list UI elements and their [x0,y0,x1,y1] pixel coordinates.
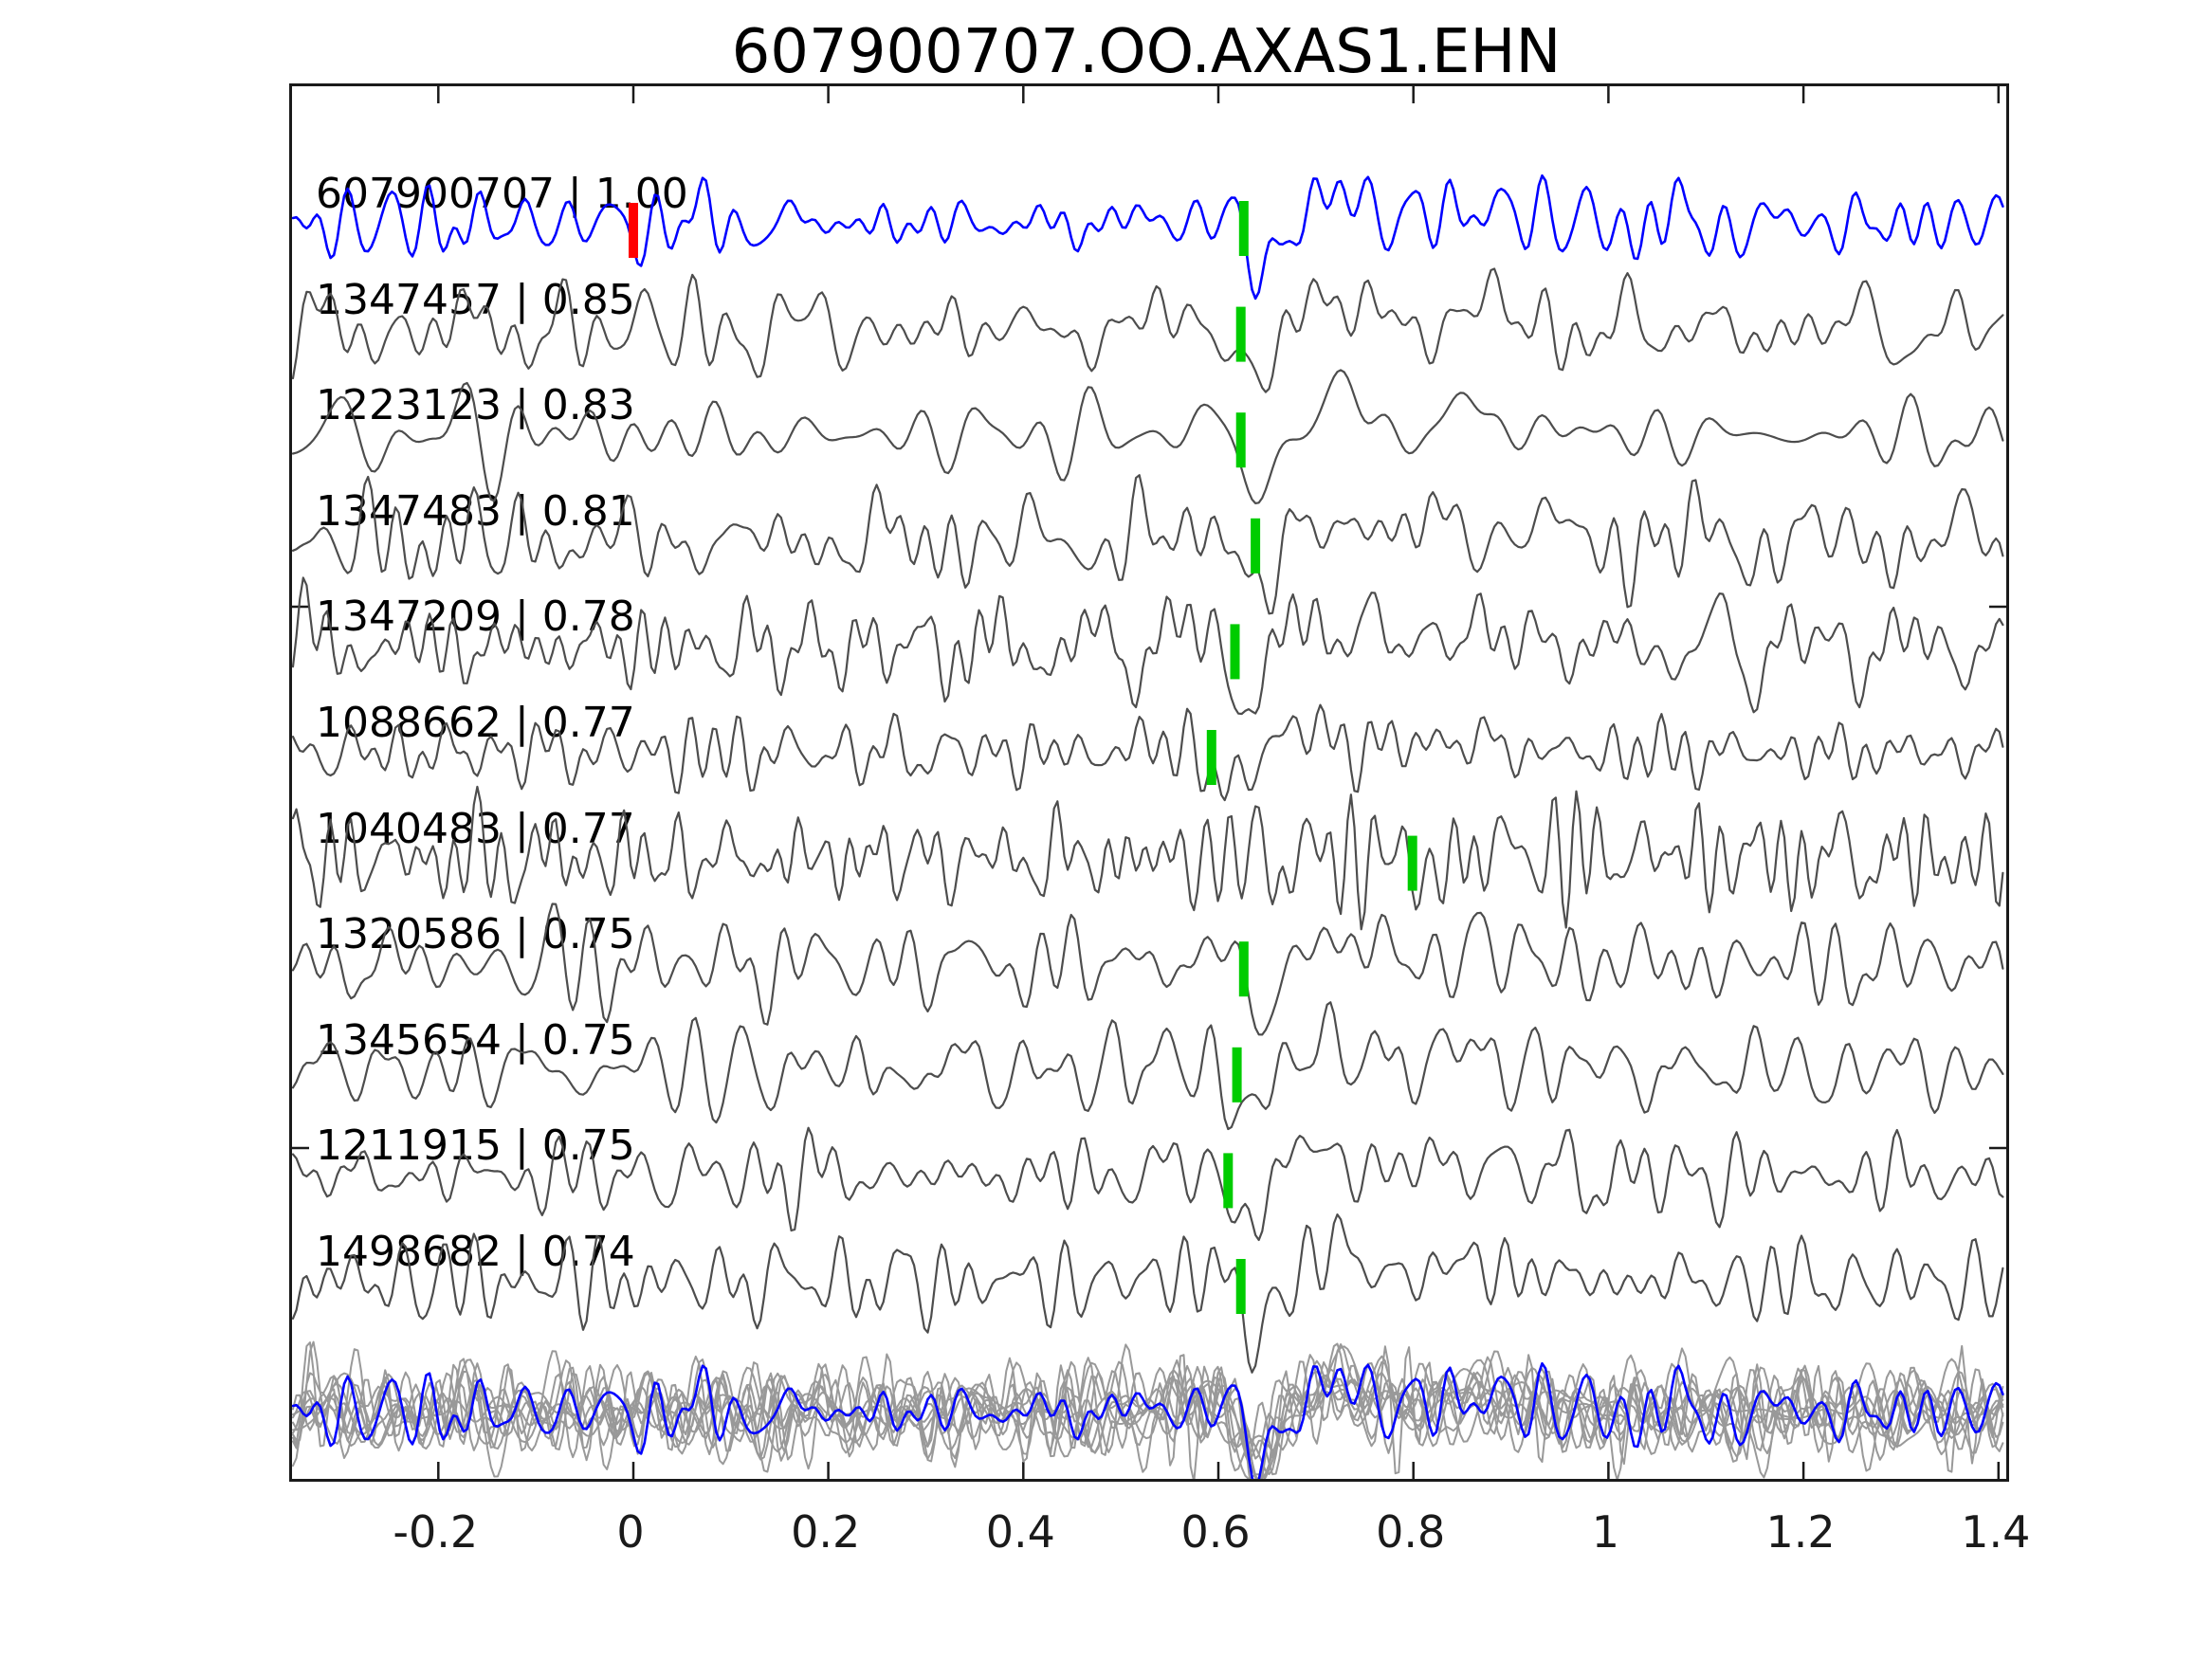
x-tick-label: 0.2 [791,1506,861,1558]
figure-title: 607900707.OO.AXAS1.EHN [731,17,1562,87]
overlay-waveform [292,1350,2004,1476]
x-tick-label: 1.2 [1765,1506,1836,1558]
overlay-waveform [292,1342,2004,1472]
overlay-waveform [292,1341,2004,1479]
overlay-waveform [292,1343,2004,1479]
overlay-waveform [292,1363,2004,1476]
trace-label: 1347457 | 0.85 [316,275,635,324]
trace-label: 1040483 | 0.77 [316,804,635,853]
x-tick-label: 1.4 [1961,1506,2031,1558]
pick-time-marker [1232,1047,1242,1103]
trace-label: 1345654 | 0.75 [316,1015,635,1065]
trace-label: 607900707 | 1.00 [316,170,688,218]
trace-label: 1498682 | 0.74 [316,1228,635,1276]
pick-time-marker [1230,624,1240,680]
x-tick-label: 0.4 [985,1506,1055,1558]
pick-time-marker [1235,1259,1246,1314]
pick-time-marker [1206,730,1216,785]
x-tick-label: 1 [1591,1506,1620,1558]
trace-label: 1320586 | 0.75 [316,910,635,959]
plot-area: 607900707 | 1.00 1347457 | 0.85 1223123 | … [289,83,2009,1482]
trace-label: 1347483 | 0.81 [316,486,635,536]
overlay-waveform [292,1350,2004,1479]
pick-time-marker [1251,518,1261,574]
trace-label: 1347209 | 0.78 [316,592,635,642]
pick-time-marker [1235,412,1246,468]
x-tick-label: -0.2 [393,1506,479,1558]
pick-time-marker [1235,306,1246,362]
x-tick-label: 0.8 [1376,1506,1446,1558]
pick-time-marker [1238,201,1249,256]
overlay-template-waveform [292,1361,2004,1479]
overlay-waveform [292,1340,2004,1479]
x-tick-label: 0.6 [1180,1506,1251,1558]
overlay-waveform [292,1364,2004,1460]
trace-label: 1211915 | 0.75 [316,1121,635,1171]
x-tick-label: 0 [616,1506,645,1558]
pick-time-marker [1223,1153,1234,1209]
trace-label: 1088662 | 0.77 [316,699,635,747]
pick-time-marker [1238,941,1249,997]
overlay-waveform [292,1343,2004,1479]
overlay-waveform [292,1345,2004,1479]
trace-label: 1223123 | 0.83 [316,381,635,430]
pick-time-marker [1407,835,1417,891]
